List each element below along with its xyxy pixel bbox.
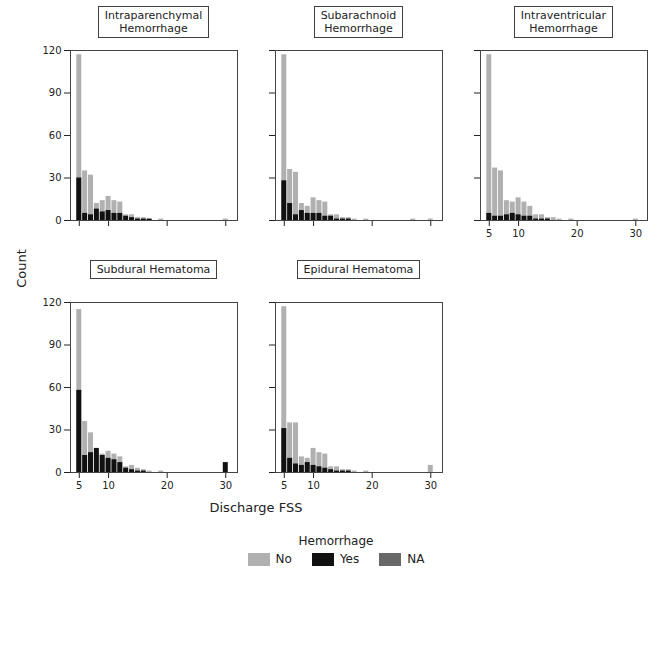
svg-text:20: 20 [366, 480, 379, 491]
svg-text:120: 120 [42, 45, 61, 56]
svg-text:0: 0 [55, 215, 61, 226]
html-text:Hemorrhage: Hemorrhage [298, 534, 374, 548]
svg-text:30: 30 [424, 480, 437, 491]
svg-text:90: 90 [49, 87, 62, 98]
svg-text:90: 90 [49, 339, 62, 350]
svg-text:30: 30 [629, 228, 642, 239]
html-text:Intraparenchymal Hemorrhage: Intraparenchymal Hemorrhage [104, 9, 203, 35]
html-text:Intraventricular Hemorrhage: Intraventricular Hemorrhage [520, 9, 607, 35]
svg-text:10: 10 [307, 480, 320, 491]
html-text:Subarachnoid Hemorrhage: Subarachnoid Hemorrhage [320, 9, 397, 35]
html-text:Epidural Hematoma: Epidural Hematoma [303, 263, 414, 276]
html-text:NA: NA [407, 552, 425, 566]
html-text:Subdural Hematoma: Subdural Hematoma [96, 263, 211, 276]
svg-text:30: 30 [49, 172, 62, 183]
svg-text:60: 60 [49, 130, 62, 141]
svg-text:10: 10 [512, 228, 525, 239]
svg-text:120: 120 [42, 297, 61, 308]
svg-text:5: 5 [76, 480, 82, 491]
svg-text:60: 60 [49, 382, 62, 393]
svg-text:5: 5 [281, 480, 287, 491]
svg-text:0: 0 [55, 467, 61, 478]
svg-text:30: 30 [219, 480, 232, 491]
svg-text:20: 20 [161, 480, 174, 491]
html-text:Discharge FSS: Discharge FSS [209, 500, 303, 515]
svg-text:20: 20 [571, 228, 584, 239]
svg-text:5: 5 [486, 228, 492, 239]
svg-text:10: 10 [102, 480, 115, 491]
svg-text:30: 30 [49, 424, 62, 435]
html-text:No: No [275, 552, 292, 566]
html-text:Yes: Yes [339, 552, 360, 566]
html-text:Count: Count [13, 248, 29, 288]
